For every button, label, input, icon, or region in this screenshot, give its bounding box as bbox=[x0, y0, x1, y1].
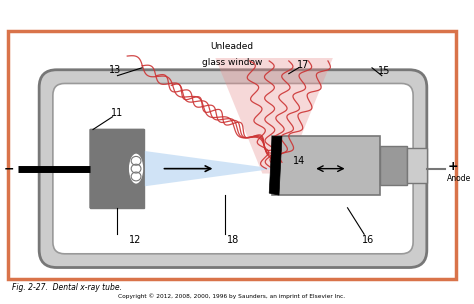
Bar bbox=[407, 148, 427, 183]
Text: 15: 15 bbox=[378, 66, 390, 76]
Text: 17: 17 bbox=[297, 60, 310, 70]
Polygon shape bbox=[215, 58, 333, 174]
Text: Fig. 2-27.  Dental x-ray tube.: Fig. 2-27. Dental x-ray tube. bbox=[12, 283, 122, 292]
Text: 16: 16 bbox=[362, 235, 374, 245]
Text: 12: 12 bbox=[129, 235, 141, 245]
Text: 14: 14 bbox=[292, 156, 305, 166]
Polygon shape bbox=[145, 151, 274, 186]
Text: 18: 18 bbox=[227, 235, 239, 245]
Text: Anode: Anode bbox=[447, 174, 472, 183]
Text: glass window: glass window bbox=[202, 58, 262, 67]
FancyBboxPatch shape bbox=[53, 84, 413, 254]
Text: +: + bbox=[447, 160, 458, 173]
Polygon shape bbox=[90, 130, 144, 208]
Bar bbox=[90, 130, 144, 208]
Text: Copyright © 2012, 2008, 2000, 1996 by Saunders, an imprint of Elsevier Inc.: Copyright © 2012, 2008, 2000, 1996 by Sa… bbox=[118, 293, 346, 299]
Text: 13: 13 bbox=[109, 65, 122, 75]
Polygon shape bbox=[269, 136, 282, 195]
Text: 11: 11 bbox=[111, 108, 124, 118]
Bar bbox=[272, 136, 380, 195]
Text: Unleaded: Unleaded bbox=[210, 42, 254, 51]
FancyBboxPatch shape bbox=[39, 70, 427, 268]
Bar bbox=[8, 31, 456, 279]
Text: −: − bbox=[3, 162, 14, 175]
Bar bbox=[380, 146, 407, 185]
Ellipse shape bbox=[128, 153, 144, 184]
